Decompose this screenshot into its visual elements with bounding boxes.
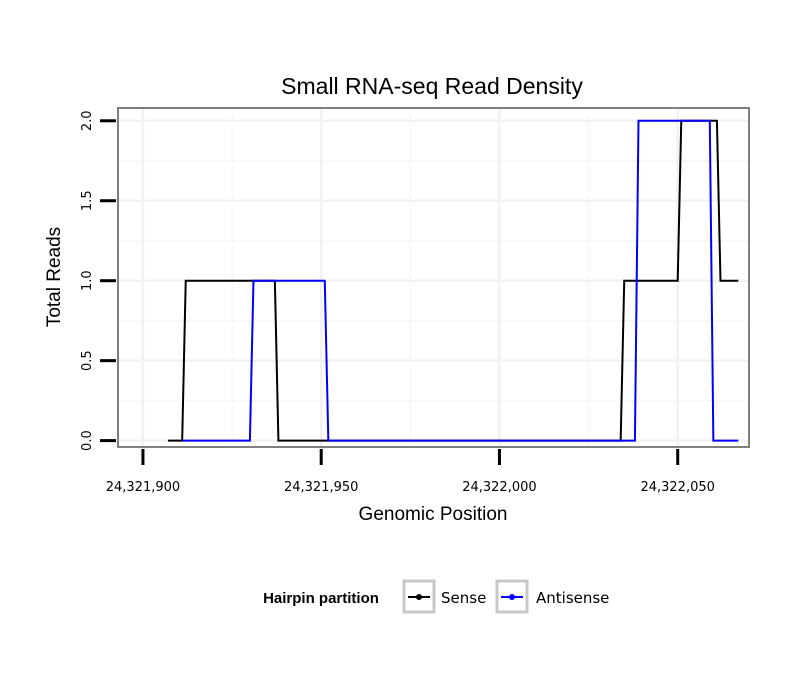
x-axis-title: Genomic Position bbox=[359, 504, 508, 525]
legend-item-antisense: Antisense bbox=[495, 579, 609, 614]
y-tick-label: 0.0 bbox=[80, 430, 95, 451]
legend-item-sense: Sense bbox=[402, 579, 486, 614]
series-lines bbox=[167, 119, 739, 442]
x-tick-label: 24,322,050 bbox=[640, 480, 714, 495]
chart-title: Small RNA-seq Read Density bbox=[281, 73, 583, 99]
plot-border bbox=[117, 107, 750, 448]
y-tick-label: 2.0 bbox=[80, 110, 95, 131]
series-line-antisense bbox=[182, 119, 739, 442]
x-tick-label: 24,321,900 bbox=[106, 480, 180, 495]
legend-marker-sense bbox=[416, 594, 422, 600]
y-axis-title: Total Reads bbox=[44, 227, 65, 327]
x-tick-label: 24,321,950 bbox=[284, 480, 358, 495]
legend-label-antisense: Antisense bbox=[536, 589, 609, 607]
x-tick-label: 24,322,000 bbox=[462, 480, 536, 495]
y-tick-label: 0.5 bbox=[80, 350, 95, 371]
plot-panel bbox=[118, 108, 749, 447]
grid-lines bbox=[118, 108, 749, 447]
legend-label-sense: Sense bbox=[441, 589, 486, 607]
y-tick-label: 1.5 bbox=[80, 190, 95, 211]
y-tick-label: 1.0 bbox=[80, 270, 95, 291]
legend-title: Hairpin partition bbox=[263, 590, 379, 607]
legend: Hairpin partition Sense Antisense bbox=[263, 579, 609, 614]
legend-marker-antisense bbox=[509, 594, 515, 600]
x-axis: 24,321,900 24,321,950 24,322,000 24,322,050 bbox=[106, 449, 715, 495]
y-axis: 0.0 0.5 1.0 1.5 2.0 bbox=[80, 110, 116, 451]
